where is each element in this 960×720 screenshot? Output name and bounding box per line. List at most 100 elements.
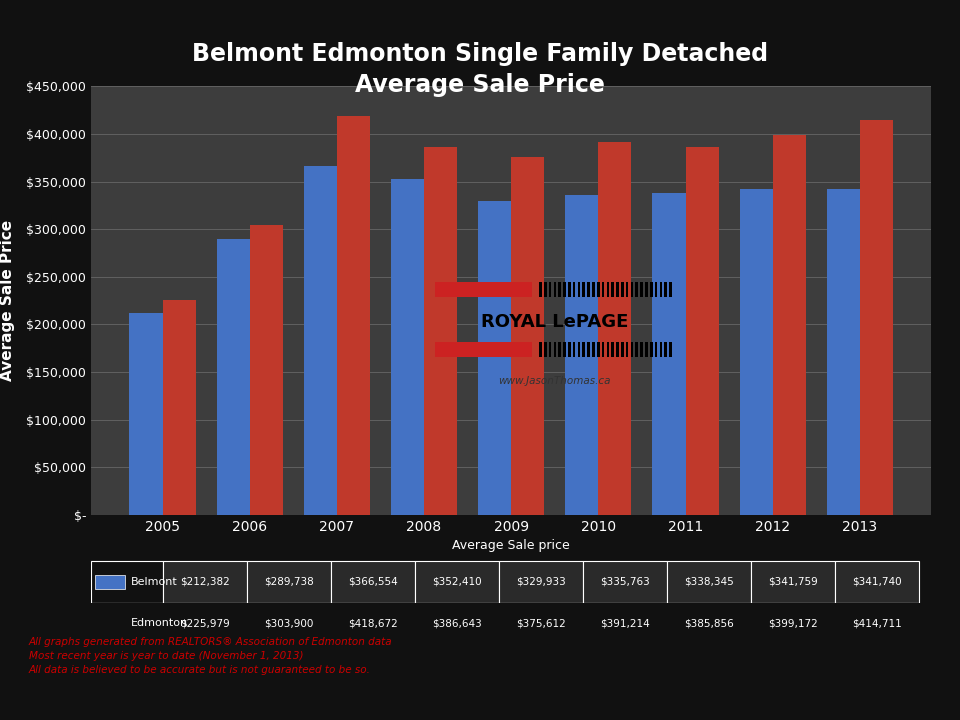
Bar (559, 282, 561, 297)
Bar (685, 148, 719, 515)
Text: $375,612: $375,612 (516, 618, 565, 629)
Bar (834, 562, 919, 603)
Bar (578, 342, 580, 357)
Bar (435, 282, 532, 297)
Text: $385,856: $385,856 (684, 618, 733, 629)
Text: $289,738: $289,738 (264, 577, 314, 587)
Bar (597, 282, 600, 297)
Bar (650, 282, 653, 297)
Bar (626, 342, 629, 357)
Bar (588, 342, 590, 357)
Bar (565, 195, 598, 515)
Text: Average Sale Price: Average Sale Price (355, 73, 605, 97)
Text: All graphs generated from REALTORS® Association of Edmonton data
Most recent yea: All graphs generated from REALTORS® Asso… (29, 637, 393, 675)
Bar (498, 562, 583, 603)
Bar (95, 575, 125, 589)
Bar (616, 282, 619, 297)
Bar (827, 189, 860, 515)
Bar (602, 342, 605, 357)
Text: $212,382: $212,382 (180, 577, 229, 587)
Bar (588, 282, 590, 297)
Bar (415, 562, 498, 603)
Bar (330, 603, 415, 644)
Bar (564, 342, 565, 357)
Bar (303, 166, 337, 515)
Bar (95, 616, 125, 631)
Y-axis label: Average Sale Price: Average Sale Price (0, 220, 15, 381)
Text: $399,172: $399,172 (768, 618, 818, 629)
Bar (616, 342, 619, 357)
Bar (564, 282, 565, 297)
Bar (247, 603, 330, 644)
Text: Belmont Edmonton Single Family Detached: Belmont Edmonton Single Family Detached (192, 42, 768, 66)
Bar (653, 193, 685, 515)
Bar (598, 143, 632, 515)
Bar (621, 342, 624, 357)
Bar (578, 282, 580, 297)
Text: $352,410: $352,410 (432, 577, 481, 587)
Bar (664, 282, 667, 297)
Text: $338,345: $338,345 (684, 577, 733, 587)
Text: $366,554: $366,554 (348, 577, 397, 587)
Bar (415, 603, 498, 644)
Bar (162, 603, 247, 644)
Bar (544, 342, 546, 357)
Text: $225,979: $225,979 (180, 618, 229, 629)
Bar (655, 282, 658, 297)
Bar (834, 603, 919, 644)
Bar (636, 342, 638, 357)
Bar (435, 342, 532, 357)
Bar (91, 603, 162, 644)
Bar (573, 282, 575, 297)
Bar (573, 342, 575, 357)
Bar (568, 282, 570, 297)
Bar (751, 603, 834, 644)
Bar (592, 342, 595, 357)
Text: $341,759: $341,759 (768, 577, 818, 587)
Bar (583, 562, 666, 603)
Bar (583, 342, 586, 357)
Bar (666, 603, 751, 644)
Text: www.JasonThomas.ca: www.JasonThomas.ca (498, 376, 611, 386)
Bar (91, 562, 162, 603)
Bar (540, 282, 541, 297)
Bar (511, 157, 544, 515)
Bar (773, 135, 805, 515)
Bar (217, 239, 250, 515)
Bar (612, 342, 614, 357)
Bar (669, 342, 672, 357)
Bar (645, 282, 648, 297)
Text: $329,933: $329,933 (516, 577, 565, 587)
Bar (660, 342, 662, 357)
Bar (636, 282, 638, 297)
Bar (337, 116, 370, 515)
Bar (631, 282, 634, 297)
Bar (739, 189, 773, 515)
Bar (666, 562, 751, 603)
Bar (247, 562, 330, 603)
Bar (130, 312, 162, 515)
Bar (568, 342, 570, 357)
Text: $414,711: $414,711 (852, 618, 901, 629)
Bar (330, 562, 415, 603)
Bar (602, 282, 605, 297)
Bar (669, 282, 672, 297)
Bar (250, 225, 283, 515)
Bar (860, 120, 893, 515)
Bar (664, 342, 667, 357)
Bar (162, 300, 196, 515)
Bar (549, 282, 551, 297)
Text: ROYAL LePAGE: ROYAL LePAGE (481, 313, 628, 331)
Text: $391,214: $391,214 (600, 618, 650, 629)
Bar (583, 282, 586, 297)
Bar (751, 562, 834, 603)
Bar (424, 147, 457, 515)
Bar (549, 342, 551, 357)
Text: Edmonton: Edmonton (131, 618, 188, 629)
Bar (640, 342, 643, 357)
Bar (655, 342, 658, 357)
Bar (621, 282, 624, 297)
Bar (650, 342, 653, 357)
Bar (597, 342, 600, 357)
Bar (592, 282, 595, 297)
